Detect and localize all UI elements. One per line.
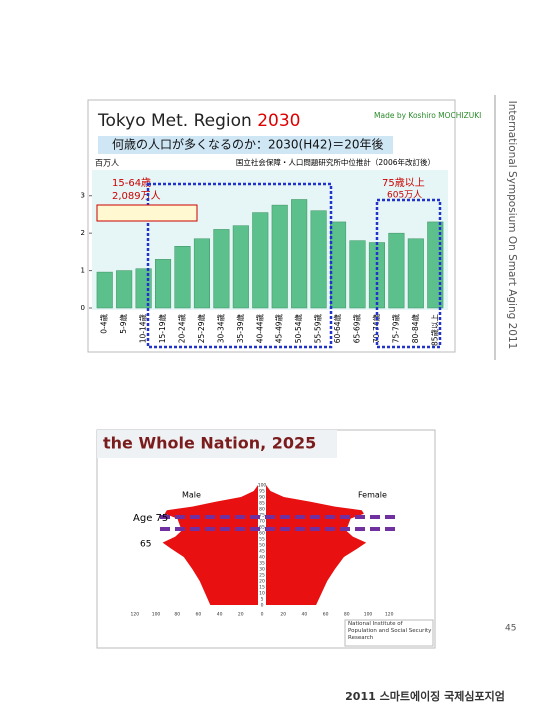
bar xyxy=(388,232,405,309)
pop-tick-label: 80 xyxy=(344,612,350,618)
bar xyxy=(155,259,172,309)
bar xyxy=(232,225,249,309)
bar xyxy=(96,271,113,309)
pop-tick-label: 100 xyxy=(364,612,373,618)
x-tick-label: 85歳以上 xyxy=(429,314,439,347)
pop-tick-label: 80 xyxy=(174,612,180,618)
pop-tick-label: 20 xyxy=(238,612,244,618)
x-tick-label: 10-14歳 xyxy=(138,314,148,344)
side-text: International Symposium On Smart Aging 2… xyxy=(506,101,518,350)
subtitle: 何歳の人口が多くなるのか：2030(H42)＝20年後 xyxy=(112,137,383,152)
x-tick-label: 35-39歳 xyxy=(235,314,245,344)
age-tick-label: 90 xyxy=(259,495,265,501)
pop-tick-label: 0 xyxy=(261,612,264,618)
age-tick-label: 15 xyxy=(259,585,265,591)
working-label: 15-64歳 xyxy=(112,177,151,189)
x-tick-label: 80-84歳 xyxy=(410,314,420,344)
elderly-pop: 605万人 xyxy=(387,190,422,201)
age-tick-label: 70 xyxy=(259,519,265,525)
pop-tick-label: 100 xyxy=(152,612,161,618)
age-tick-label: 45 xyxy=(259,549,265,555)
working-pop: 2,089万人 xyxy=(112,190,161,202)
pop-tick-label: 40 xyxy=(302,612,308,618)
pop-tick-label: 40 xyxy=(217,612,223,618)
age-tick-label: 80 xyxy=(259,507,265,513)
bar xyxy=(193,238,210,309)
age-tick-label: 35 xyxy=(259,561,265,567)
x-tick-label: 65-69歳 xyxy=(352,314,362,344)
x-tick-label: 0-4歳 xyxy=(99,314,109,334)
x-tick-label: 25-29歳 xyxy=(196,314,206,344)
slide-title: Tokyo Met. Region 2030 xyxy=(97,111,300,131)
x-tick-label: 20-24歳 xyxy=(177,314,187,344)
x-tick-label: 60-64歳 xyxy=(332,314,342,344)
title-year: 2030 xyxy=(257,111,300,131)
x-tick-label: 50-54歳 xyxy=(293,314,303,344)
bar xyxy=(330,221,347,309)
highlight-box xyxy=(146,182,333,349)
age-tick-label: 100 xyxy=(258,483,267,489)
age-tick-label: 10 xyxy=(259,591,265,597)
y-tick-label: 2 xyxy=(81,229,85,237)
bar xyxy=(271,204,288,309)
age-tick-label: 30 xyxy=(259,567,265,573)
age-tick-label: 50 xyxy=(259,543,265,549)
age-tick-label: 75 xyxy=(259,513,265,519)
age-tick-label: 0 xyxy=(261,603,264,609)
x-tick-label: 5-9歳 xyxy=(118,314,128,334)
female-label: Female xyxy=(358,491,387,500)
source-wrap: National Institute of Population and Soc… xyxy=(348,621,432,641)
age-tick-label: 60 xyxy=(259,531,265,537)
x-tick-label: 75-79歳 xyxy=(390,314,400,344)
age-tick-label: 85 xyxy=(259,501,265,507)
unit: 百万人 xyxy=(95,159,119,168)
source: 国立社会保障・人口問題研究所中位推計（2006年改訂後） xyxy=(236,157,435,167)
age-tick-label: 5 xyxy=(261,597,264,603)
x-tick-label: 45-49歳 xyxy=(274,314,284,344)
y-tick-label: 3 xyxy=(81,192,85,200)
subtitle-bg xyxy=(98,136,393,154)
footer: 2011 스마트에이징 국제심포지엄 xyxy=(345,689,505,703)
male-label: Male xyxy=(182,491,201,500)
page-number: 45 xyxy=(505,624,516,634)
age-tick-label: 95 xyxy=(259,489,265,495)
age-tick-label: 25 xyxy=(259,573,265,579)
y-tick-label: 1 xyxy=(81,267,85,275)
bar xyxy=(213,229,230,309)
pop-tick-label: 120 xyxy=(385,612,394,618)
note-box xyxy=(96,204,198,222)
highlight-box xyxy=(375,198,442,349)
pop-tick-label: 60 xyxy=(323,612,329,618)
pop-tick-label: 60 xyxy=(196,612,202,618)
bar xyxy=(407,238,424,309)
bar xyxy=(116,270,133,309)
credit: Made by Koshiro MOCHIZUKI xyxy=(374,111,481,120)
pop-tick-label: 120 xyxy=(131,612,140,618)
slide-title: the Whole Nation, 2025 xyxy=(103,434,316,453)
pyramid-half xyxy=(162,485,258,605)
title-bg xyxy=(97,430,337,458)
bar xyxy=(349,240,366,309)
x-tick-label: 15-19歳 xyxy=(157,314,167,344)
bar xyxy=(252,212,269,309)
age-tick-label: 65 xyxy=(259,525,265,531)
age-65-label: 65 xyxy=(140,540,151,550)
elderly-label: 75歳以上 xyxy=(382,177,425,189)
pop-tick-label: 20 xyxy=(280,612,286,618)
bar xyxy=(174,246,191,309)
age-75-label: Age 75 xyxy=(133,513,168,524)
x-tick-label: 40-44歳 xyxy=(254,314,264,344)
age-tick-label: 55 xyxy=(259,537,265,543)
age-tick-label: 40 xyxy=(259,555,265,561)
bar xyxy=(310,210,327,309)
age-tick-label: 20 xyxy=(259,579,265,585)
y-tick-label: 0 xyxy=(81,304,85,312)
bar xyxy=(291,199,308,309)
x-tick-label: 30-34歳 xyxy=(215,314,225,344)
source-box xyxy=(344,619,434,647)
x-tick-label: 55-59歳 xyxy=(313,314,323,344)
title-text: Tokyo Met. Region xyxy=(97,111,252,131)
pyramid-source: National Institute of Population and Soc… xyxy=(348,621,432,641)
